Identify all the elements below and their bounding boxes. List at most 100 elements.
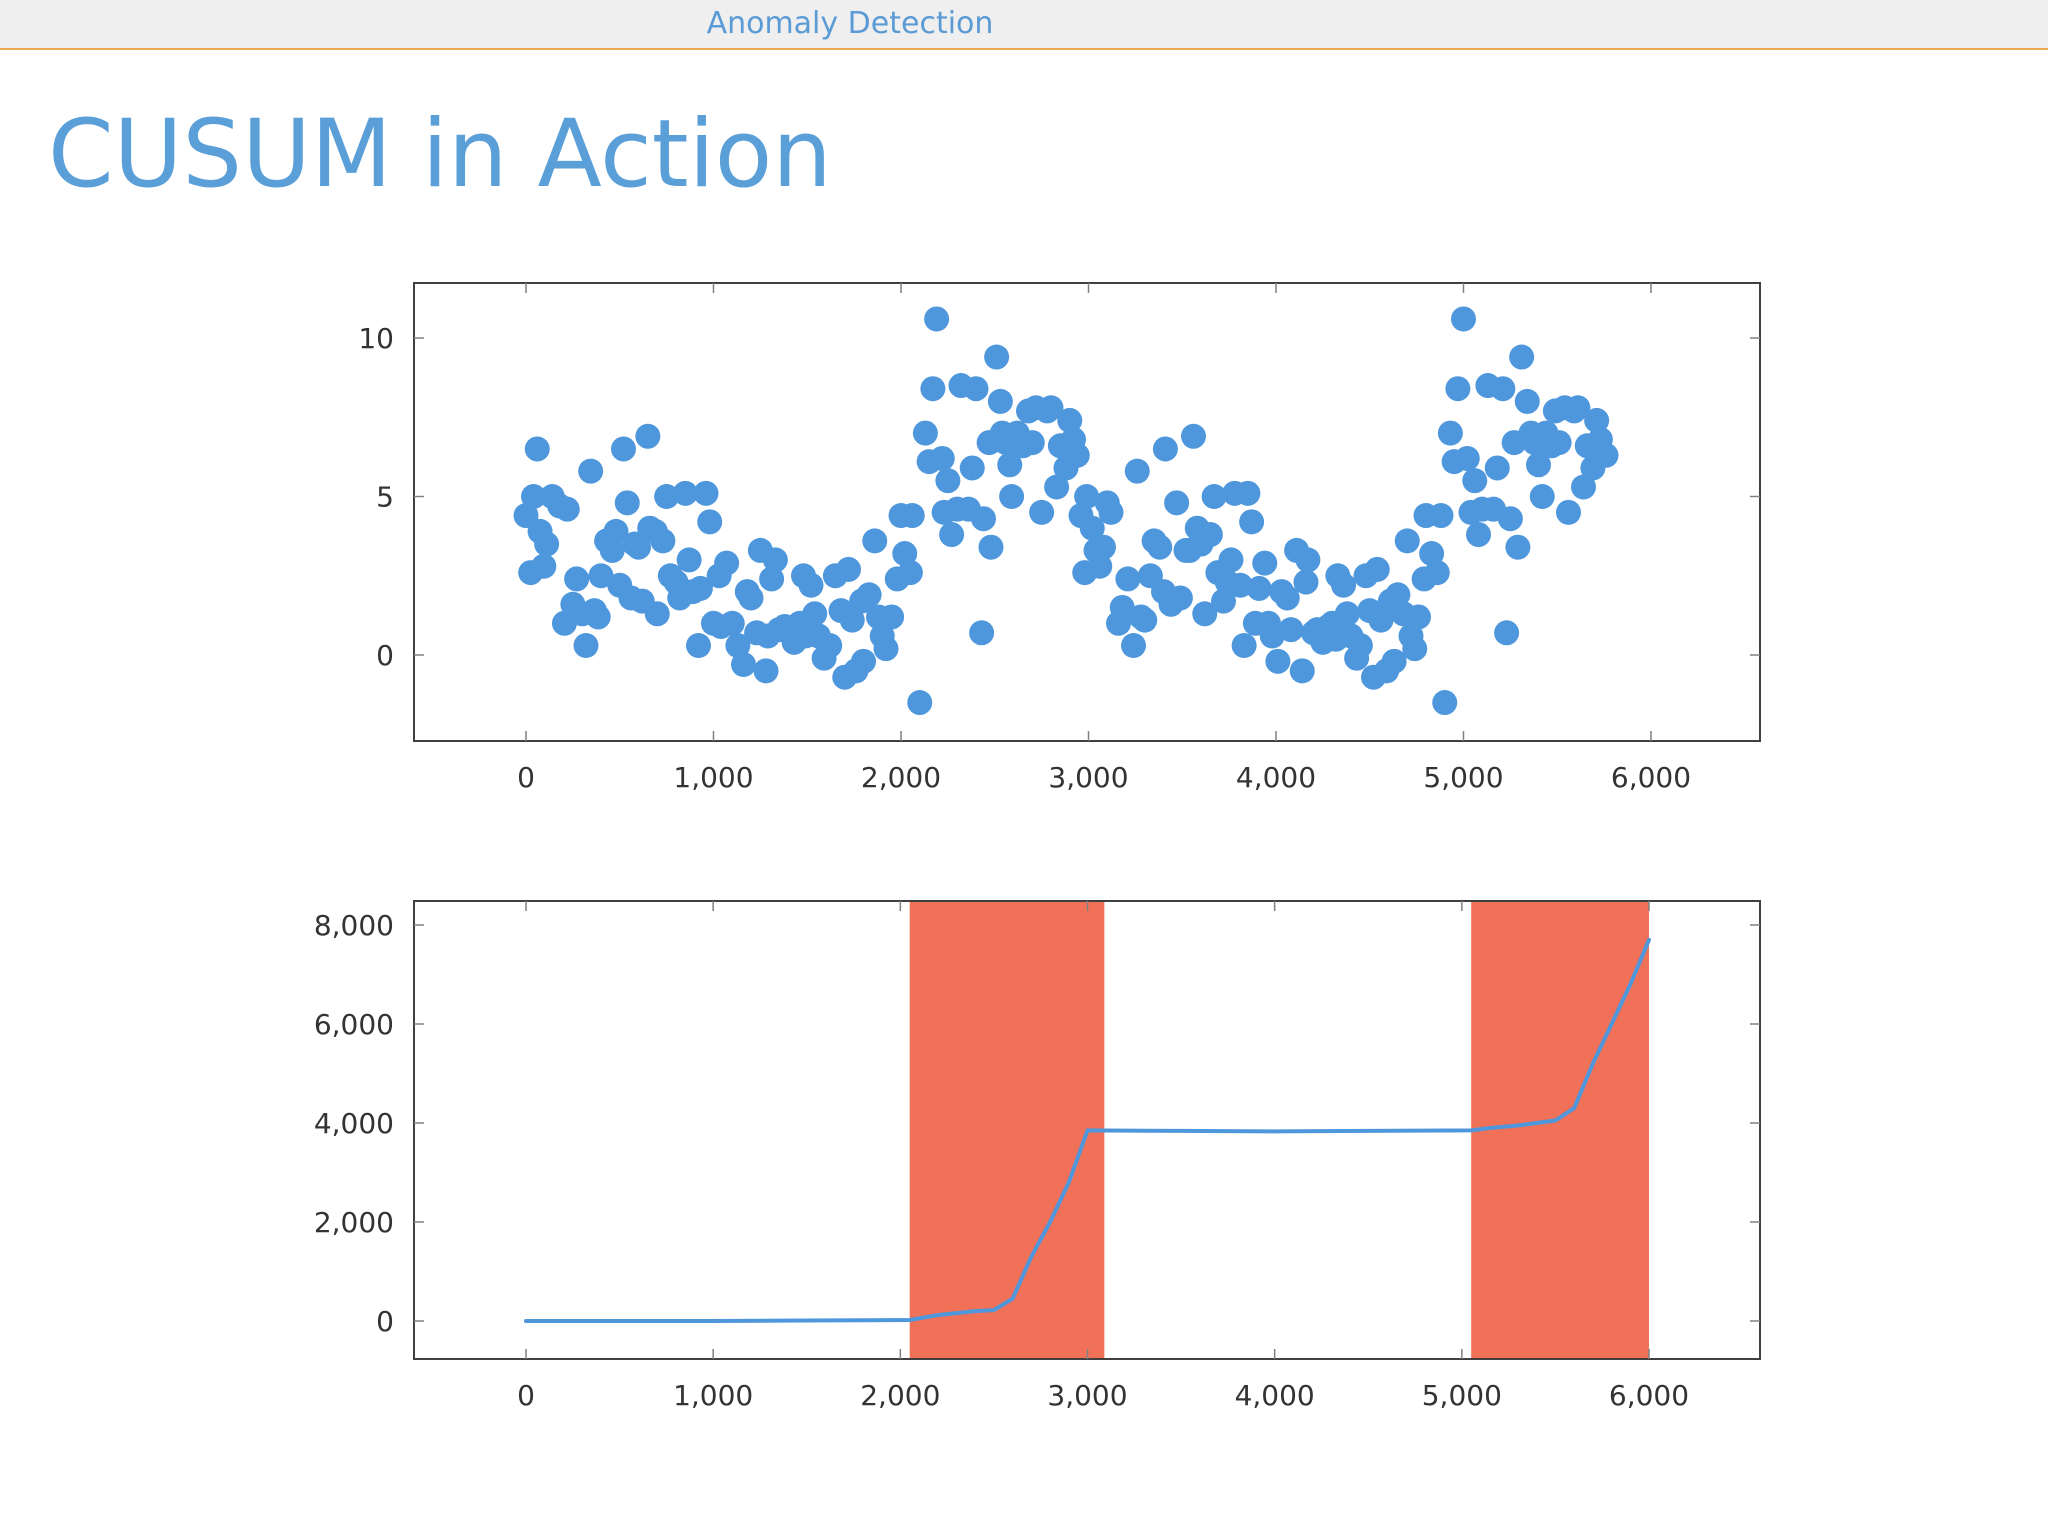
scatter-point bbox=[1098, 499, 1124, 525]
scatter-point bbox=[1310, 629, 1336, 655]
scatter-point bbox=[1411, 566, 1437, 592]
scatter-point bbox=[594, 528, 620, 554]
scatter-point bbox=[1402, 636, 1428, 662]
scatter-point bbox=[1377, 588, 1403, 614]
scatter-point bbox=[744, 620, 770, 646]
scatter-point bbox=[948, 373, 974, 399]
scatter-point bbox=[1259, 623, 1285, 649]
scatter-point bbox=[862, 528, 888, 554]
scatter-point bbox=[849, 588, 875, 614]
scatter-point bbox=[1331, 572, 1356, 598]
scatter-point bbox=[1211, 588, 1236, 614]
scatter-point bbox=[1132, 607, 1158, 633]
scatter-point bbox=[1533, 420, 1559, 446]
scatter-point bbox=[1061, 426, 1086, 452]
scatter-point bbox=[1344, 645, 1370, 671]
scatter-x-tick-label: 3,000 bbox=[1048, 761, 1128, 794]
scatter-point bbox=[798, 572, 824, 598]
scatter-point bbox=[912, 420, 938, 446]
scatter-point bbox=[1364, 556, 1390, 582]
scatter-point bbox=[1034, 398, 1060, 424]
scatter-point bbox=[935, 468, 961, 494]
scatter-point bbox=[1546, 430, 1572, 456]
scatter-point bbox=[892, 541, 918, 567]
scatter-point bbox=[1164, 490, 1190, 516]
scatter-y-tick-label: 5 bbox=[376, 481, 394, 514]
scatter-point bbox=[1539, 433, 1565, 459]
scatter-point bbox=[1246, 575, 1272, 601]
scatter-point bbox=[1269, 579, 1295, 605]
scatter-point bbox=[1177, 537, 1203, 563]
scatter-point bbox=[1141, 528, 1167, 554]
scatter-point bbox=[1184, 515, 1210, 541]
scatter-point bbox=[1167, 585, 1193, 611]
scatter-point bbox=[997, 452, 1023, 478]
scatter-point bbox=[547, 493, 573, 519]
scatter-point bbox=[1368, 607, 1394, 633]
scatter-point bbox=[1571, 474, 1596, 500]
cusum-line bbox=[524, 937, 1651, 1323]
scatter-point bbox=[1391, 601, 1416, 627]
alarm-region bbox=[909, 901, 1105, 1359]
scatter-point bbox=[920, 376, 946, 402]
scatter-point bbox=[1361, 664, 1386, 690]
scatter-point bbox=[777, 617, 803, 643]
scatter-point bbox=[817, 632, 843, 658]
scatter-point bbox=[1552, 395, 1578, 421]
scatter-point bbox=[1497, 506, 1523, 532]
scatter-point bbox=[554, 496, 580, 522]
scatter-point bbox=[1147, 534, 1173, 560]
top-bar: Anomaly Detection bbox=[0, 0, 2048, 50]
scatter-point bbox=[1038, 395, 1064, 421]
scatter-point bbox=[1556, 499, 1581, 525]
scatter-point bbox=[1413, 503, 1439, 529]
scatter-point bbox=[560, 591, 586, 617]
scatter-point bbox=[581, 598, 607, 624]
scatter-point bbox=[984, 344, 1010, 370]
scatter-point bbox=[993, 430, 1019, 456]
scatter-point bbox=[706, 563, 732, 589]
scatter-point bbox=[806, 623, 831, 649]
scatter-point bbox=[931, 499, 957, 525]
scatter-point bbox=[1252, 550, 1278, 576]
scatter-point bbox=[1385, 582, 1411, 608]
scatter-point bbox=[578, 458, 604, 484]
scatter-point bbox=[792, 623, 818, 649]
scatter-point bbox=[622, 531, 648, 557]
scatter-point bbox=[534, 531, 560, 557]
scatter-point bbox=[1357, 598, 1383, 624]
scatter-point bbox=[551, 610, 577, 636]
alarm-region bbox=[1471, 901, 1649, 1359]
scatter-point bbox=[569, 601, 595, 627]
scatter-x-tick-label: 4,000 bbox=[1236, 761, 1316, 794]
scatter-point bbox=[518, 560, 544, 586]
scatter-point bbox=[1319, 610, 1345, 636]
scatter-point bbox=[1338, 623, 1364, 649]
scatter-point bbox=[802, 601, 828, 627]
scatter-point bbox=[725, 632, 751, 658]
scatter-point bbox=[1023, 395, 1049, 421]
scatter-point bbox=[697, 509, 723, 535]
scatter-point bbox=[1047, 433, 1073, 459]
scatter-point bbox=[527, 518, 553, 544]
scatter-point bbox=[642, 518, 668, 544]
scatter-point bbox=[573, 632, 599, 658]
scatter-point bbox=[999, 484, 1025, 509]
scatter-point bbox=[1584, 407, 1610, 433]
cusum-x-tick-label: 0 bbox=[517, 1379, 535, 1412]
scatter-point bbox=[836, 556, 861, 582]
scatter-point bbox=[1509, 344, 1535, 370]
cusum-y-tick-label: 4,000 bbox=[314, 1107, 394, 1140]
scatter-point bbox=[1265, 648, 1291, 674]
scatter-point bbox=[1201, 484, 1227, 509]
scatter-points bbox=[513, 306, 1619, 716]
scatter-point bbox=[1454, 445, 1480, 471]
scatter-point bbox=[1029, 499, 1055, 525]
scatter-point bbox=[963, 376, 989, 402]
scatter-point bbox=[531, 553, 557, 579]
cusum-x-tick-label: 4,000 bbox=[1235, 1379, 1315, 1412]
scatter-point bbox=[822, 563, 848, 589]
scatter-point bbox=[1565, 395, 1591, 421]
scatter-point bbox=[787, 610, 813, 636]
scatter-point bbox=[1239, 509, 1265, 535]
